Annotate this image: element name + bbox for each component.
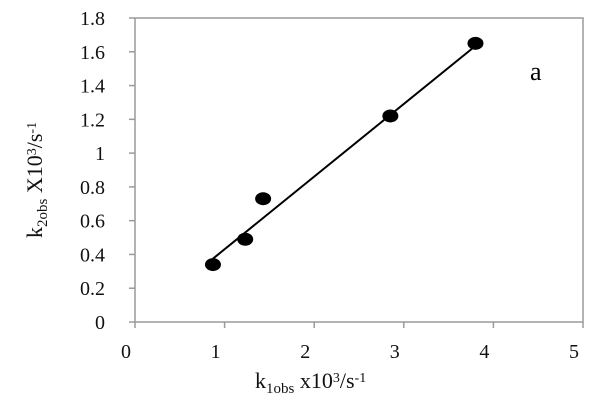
x-axis-title: k1obs x103/s-1	[255, 368, 366, 397]
axis-label-part: -1	[25, 122, 40, 134]
axis-label-part: k	[255, 368, 266, 393]
axis-label-part: 3	[25, 148, 40, 155]
data-point	[237, 232, 254, 246]
data-point	[255, 192, 272, 206]
axis-label-part: k	[22, 227, 47, 238]
axis-label-part: X10	[22, 155, 47, 198]
y-tick-label: 0.6	[80, 211, 105, 233]
x-tick-label: 4	[479, 341, 489, 363]
axis-label-part: /s	[340, 368, 355, 393]
y-tick-label: 1.8	[80, 8, 105, 30]
axis-label-part: /s	[22, 134, 47, 149]
y-axis-title: k2obs X103/s-1	[22, 122, 51, 238]
axis-label-part: 2obs	[35, 199, 51, 228]
x-tick-label: 1	[211, 341, 221, 363]
trendline	[212, 45, 477, 260]
x-tick-label: 2	[300, 341, 310, 363]
plot-frame	[134, 17, 584, 323]
x-tick-label: 5	[569, 341, 579, 363]
y-tick-label: 0.2	[80, 278, 105, 300]
y-tick-label: 0.8	[80, 177, 105, 199]
axis-label-part: -1	[355, 371, 367, 386]
axis-label-part: 3	[333, 371, 340, 386]
y-tick-label: 1.4	[80, 76, 105, 98]
y-tick-label: 1.6	[80, 42, 105, 64]
data-point	[382, 109, 399, 123]
axis-label-part: 1obs	[266, 381, 295, 397]
axis-label-part: x10	[294, 368, 333, 393]
trendline-group	[212, 45, 477, 260]
y-tick-label: 1.2	[80, 109, 105, 131]
panel-label: a	[530, 57, 542, 86]
y-tick-label: 0	[95, 312, 105, 334]
data-points	[204, 36, 484, 272]
x-tick-label: 3	[390, 341, 400, 363]
data-point	[204, 258, 221, 272]
y-tick-label: 1	[95, 143, 105, 165]
axes: 0 1 2 3 4 5 0 0.2 0.4 0.6 0.8 1 1.2 1.4 1.6 1.8	[80, 8, 584, 363]
y-tick-label: 0.4	[80, 244, 105, 266]
x-tick-label: 0	[121, 341, 131, 363]
data-point	[467, 36, 484, 50]
